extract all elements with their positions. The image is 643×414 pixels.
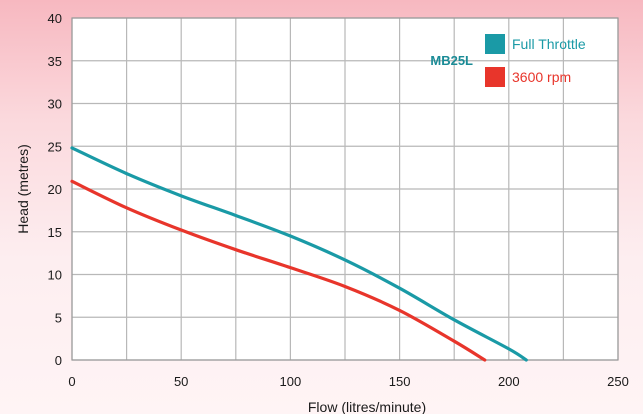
x-tick-labels: 0 50 100 150 200 250 — [68, 374, 628, 389]
y-tick-label: 25 — [48, 139, 62, 154]
x-tick-label: 250 — [607, 374, 629, 389]
legend-model-label: MB25L — [430, 53, 473, 68]
y-tick-label: 30 — [48, 97, 62, 112]
legend: MB25L Full Throttle 3600 rpm — [430, 34, 586, 87]
plot-border — [71, 17, 619, 361]
y-tick-labels: 0 5 10 15 20 25 30 35 40 — [48, 11, 62, 368]
x-tick-label: 100 — [280, 374, 302, 389]
grid — [71, 17, 619, 361]
legend-label-full-throttle: Full Throttle — [512, 36, 586, 52]
x-tick-label: 0 — [68, 374, 75, 389]
legend-swatch-full-throttle — [485, 34, 505, 54]
series-lines — [70, 146, 528, 362]
y-tick-label: 35 — [48, 54, 62, 69]
y-tick-label: 40 — [48, 11, 62, 26]
x-tick-label: 50 — [174, 374, 188, 389]
series-line-3600-rpm — [70, 179, 487, 362]
x-tick-label: 150 — [389, 374, 411, 389]
legend-label-3600-rpm: 3600 rpm — [512, 69, 571, 85]
y-tick-label: 20 — [48, 182, 62, 197]
series-line-full-throttle — [70, 146, 528, 362]
y-tick-label: 10 — [48, 268, 62, 283]
y-axis-title: Head (metres) — [15, 144, 31, 233]
y-tick-label: 15 — [48, 225, 62, 240]
x-tick-label: 200 — [498, 374, 520, 389]
y-tick-label: 0 — [55, 353, 62, 368]
x-axis-title: Flow (litres/minute) — [308, 399, 426, 414]
y-tick-label: 5 — [55, 310, 62, 325]
legend-swatch-3600-rpm — [485, 67, 505, 87]
